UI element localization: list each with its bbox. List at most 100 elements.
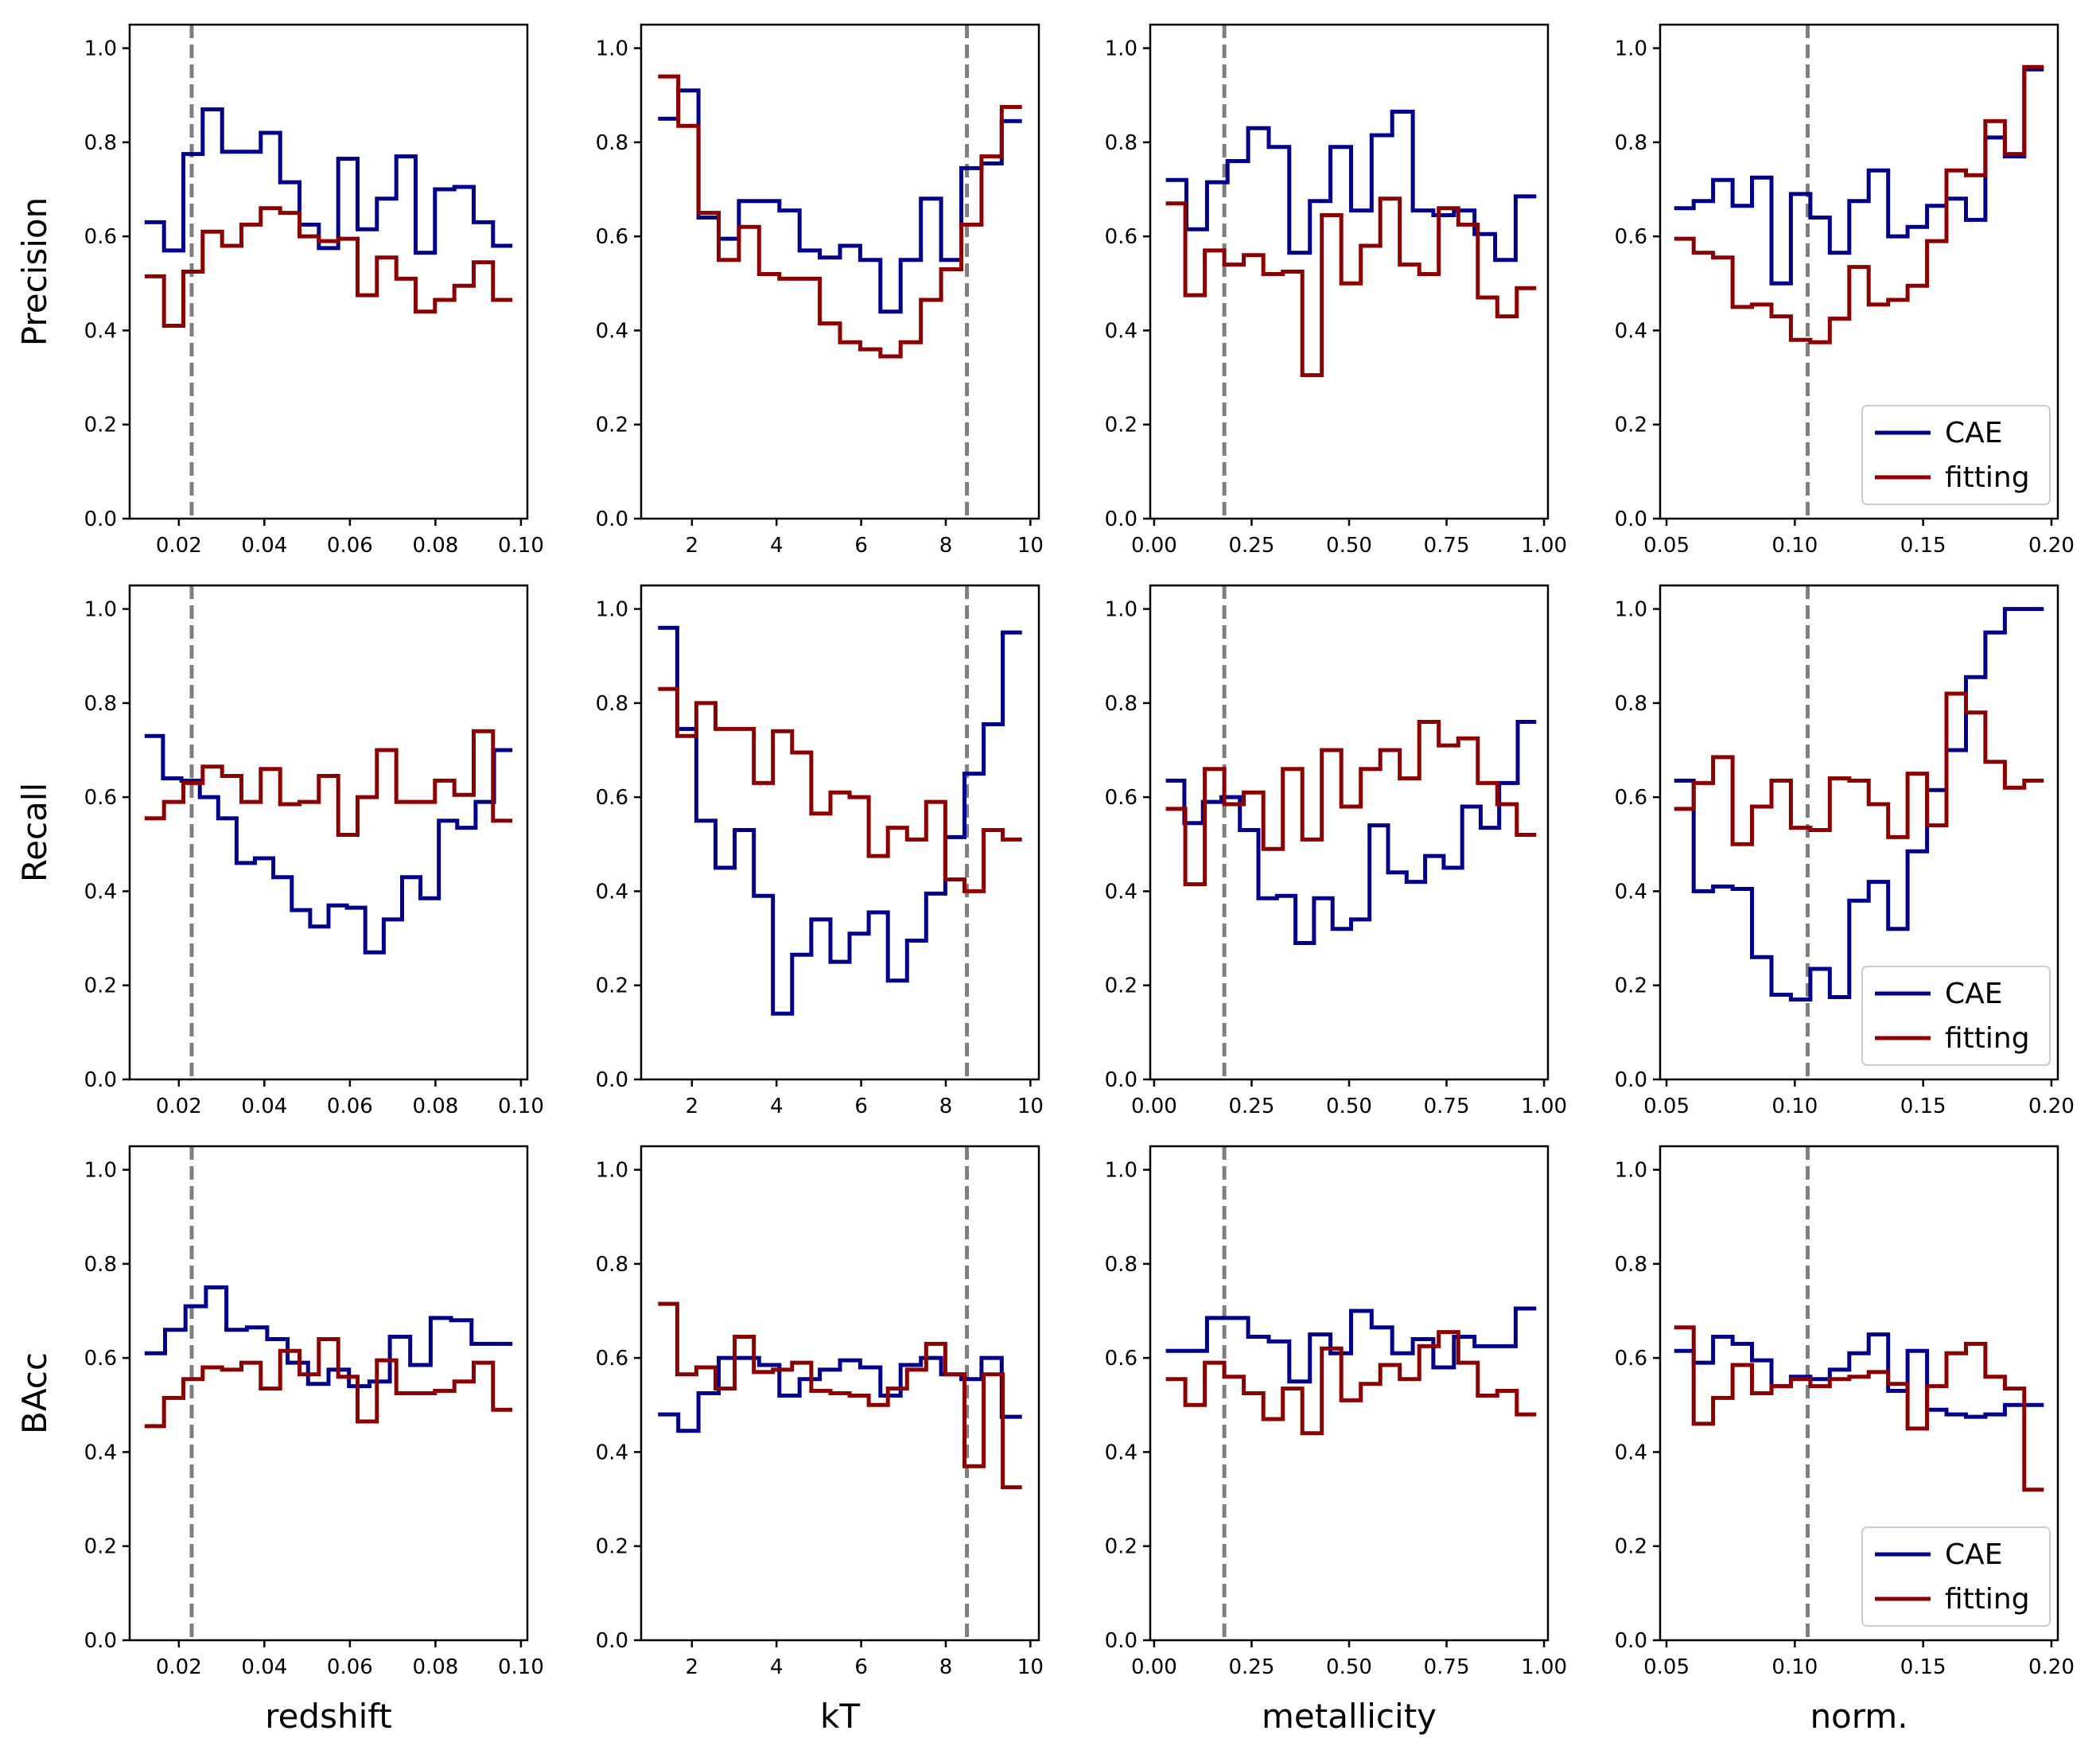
y-tick-label: 0.8 bbox=[1105, 692, 1138, 716]
x-tick-label: 4 bbox=[770, 534, 784, 558]
y-tick-label: 1.0 bbox=[596, 1159, 628, 1183]
x-tick-label: 0.08 bbox=[412, 1655, 458, 1679]
x-tick-label: 0.08 bbox=[412, 534, 458, 558]
panel-precision-norm: 0.0 0.2 0.4 0.6 0.8 1.0 0.05 0.10 0.15 0.20 CAE fit… bbox=[1615, 23, 2075, 558]
x-tick-label: 0.25 bbox=[1229, 1655, 1275, 1679]
y-tick-label: 0.0 bbox=[596, 1629, 628, 1653]
panel-recall-norm: 0.0 0.2 0.4 0.6 0.8 1.0 0.05 0.10 0.15 0.20 CAE fit… bbox=[1615, 584, 2075, 1118]
series-cae-step-line bbox=[144, 107, 513, 255]
y-tick-label: 0.8 bbox=[1615, 692, 1647, 716]
y-tick-label: 0.2 bbox=[1615, 974, 1647, 998]
y-tick-label: 0.4 bbox=[596, 1441, 628, 1464]
x-tick-label: 0.20 bbox=[2028, 1655, 2075, 1679]
y-tick-label: 0.4 bbox=[84, 1441, 117, 1464]
legend-label-cae: CAE bbox=[1945, 978, 2003, 1010]
series-fitting-step-line bbox=[144, 1337, 513, 1429]
legend-label-fitting: fitting bbox=[1945, 1022, 2030, 1055]
y-tick-label: 0.8 bbox=[1615, 131, 1647, 155]
x-tick-label: 10 bbox=[1017, 1095, 1044, 1118]
y-tick-label: 0.6 bbox=[1615, 786, 1647, 810]
x-tick-label: 0.20 bbox=[2028, 1095, 2075, 1118]
y-tick-label: 0.0 bbox=[1105, 508, 1138, 531]
series-fitting-step-line bbox=[658, 74, 1022, 359]
x-axis-label-kT: kT bbox=[820, 1697, 860, 1736]
x-tick-label: 0.10 bbox=[1771, 534, 1818, 558]
x-tick-label: 0.10 bbox=[498, 1095, 544, 1118]
series-cae-step-line bbox=[144, 733, 513, 955]
y-tick-label: 1.0 bbox=[596, 37, 628, 61]
panel-bacc-kT: 0.0 0.2 0.4 0.6 0.8 1.0 2 4 6 8 10 bbox=[596, 1145, 1044, 1679]
x-tick-label: 10 bbox=[1017, 534, 1044, 558]
x-tick-label: 0.20 bbox=[2028, 534, 2075, 558]
legend: CAE fitting bbox=[1861, 966, 2051, 1066]
axes-frame bbox=[640, 584, 1040, 1081]
x-tick-label: 0.00 bbox=[1131, 534, 1177, 558]
y-tick-label: 0.6 bbox=[84, 225, 117, 249]
x-tick-label: 0.50 bbox=[1326, 534, 1372, 558]
y-tick-label: 0.8 bbox=[1615, 1253, 1647, 1277]
y-tick-label: 1.0 bbox=[1105, 37, 1138, 61]
y-tick-label: 0.0 bbox=[596, 508, 628, 531]
series-fitting-step-line bbox=[1165, 1330, 1537, 1436]
y-tick-label: 0.8 bbox=[1105, 131, 1138, 155]
x-tick-label: 0.10 bbox=[1771, 1095, 1818, 1118]
y-tick-label: 1.0 bbox=[1105, 598, 1138, 622]
x-tick-label: 0.02 bbox=[156, 534, 202, 558]
axes-frame bbox=[1659, 584, 2059, 1081]
x-tick-label: 4 bbox=[770, 1655, 784, 1679]
panel-precision-kT: 0.0 0.2 0.4 0.6 0.8 1.0 2 4 6 8 10 bbox=[596, 23, 1044, 558]
panel-bacc-redshift: 0.0 0.2 0.4 0.6 0.8 1.0 0.02 0.04 0.06 0.08 0.10 bbox=[84, 1145, 544, 1679]
y-tick-label: 1.0 bbox=[84, 37, 117, 61]
series-fitting-step-line bbox=[658, 1301, 1022, 1490]
x-tick-label: 8 bbox=[939, 1655, 953, 1679]
y-tick-label: 0.2 bbox=[84, 414, 117, 438]
y-tick-label: 1.0 bbox=[84, 1159, 117, 1183]
y-tick-label: 0.4 bbox=[84, 319, 117, 343]
y-tick-label: 0.6 bbox=[1105, 1347, 1138, 1371]
x-tick-label: 2 bbox=[686, 534, 699, 558]
panel-bacc-norm: 0.0 0.2 0.4 0.6 0.8 1.0 0.05 0.10 0.15 0.20 CAE fit… bbox=[1615, 1145, 2075, 1679]
y-tick-label: 0.0 bbox=[84, 1629, 117, 1653]
series-cae-step-line bbox=[1165, 720, 1537, 945]
legend-box bbox=[1861, 1526, 2051, 1627]
y-tick-label: 0.8 bbox=[84, 1253, 117, 1277]
x-tick-label: 0.04 bbox=[241, 534, 287, 558]
x-tick-label: 0.02 bbox=[156, 1655, 202, 1679]
x-tick-label: 0.06 bbox=[327, 1095, 373, 1118]
legend-box bbox=[1861, 966, 2051, 1066]
y-tick-label: 1.0 bbox=[1615, 598, 1647, 622]
x-tick-label: 4 bbox=[770, 1095, 784, 1118]
legend-label-cae: CAE bbox=[1945, 1538, 2003, 1571]
x-tick-label: 6 bbox=[854, 1095, 868, 1118]
y-tick-label: 0.4 bbox=[1615, 1441, 1647, 1464]
y-tick-label: 0.6 bbox=[596, 1347, 628, 1371]
y-tick-label: 0.8 bbox=[84, 692, 117, 716]
legend-box bbox=[1861, 405, 2051, 505]
series-fitting-step-line bbox=[1674, 64, 2044, 344]
y-tick-label: 0.4 bbox=[1615, 880, 1647, 904]
y-tick-label: 0.0 bbox=[1105, 1629, 1138, 1653]
series-cae-step-line bbox=[1674, 1332, 2044, 1419]
y-tick-label: 1.0 bbox=[1105, 1159, 1138, 1183]
x-tick-label: 0.25 bbox=[1229, 534, 1275, 558]
series-fitting-step-line bbox=[1674, 691, 2044, 846]
y-tick-label: 1.0 bbox=[1615, 1159, 1647, 1183]
y-tick-label: 0.4 bbox=[1105, 1441, 1138, 1464]
x-tick-label: 0.25 bbox=[1229, 1095, 1275, 1118]
x-tick-label: 0.04 bbox=[241, 1655, 287, 1679]
y-tick-label: 0.4 bbox=[1615, 319, 1647, 343]
x-tick-label: 1.00 bbox=[1521, 534, 1567, 558]
x-tick-label: 0.00 bbox=[1131, 1655, 1177, 1679]
x-tick-label: 1.00 bbox=[1521, 1095, 1567, 1118]
x-tick-label: 0.02 bbox=[156, 1095, 202, 1118]
y-tick-label: 0.0 bbox=[1615, 508, 1647, 531]
y-tick-label: 0.4 bbox=[1105, 319, 1138, 343]
x-tick-label: 0.06 bbox=[327, 1655, 373, 1679]
y-tick-label: 0.6 bbox=[84, 786, 117, 810]
x-tick-label: 10 bbox=[1017, 1655, 1044, 1679]
legend: CAE fitting bbox=[1861, 405, 2051, 505]
x-tick-label: 0.50 bbox=[1326, 1655, 1372, 1679]
series-cae-step-line bbox=[1165, 109, 1537, 262]
